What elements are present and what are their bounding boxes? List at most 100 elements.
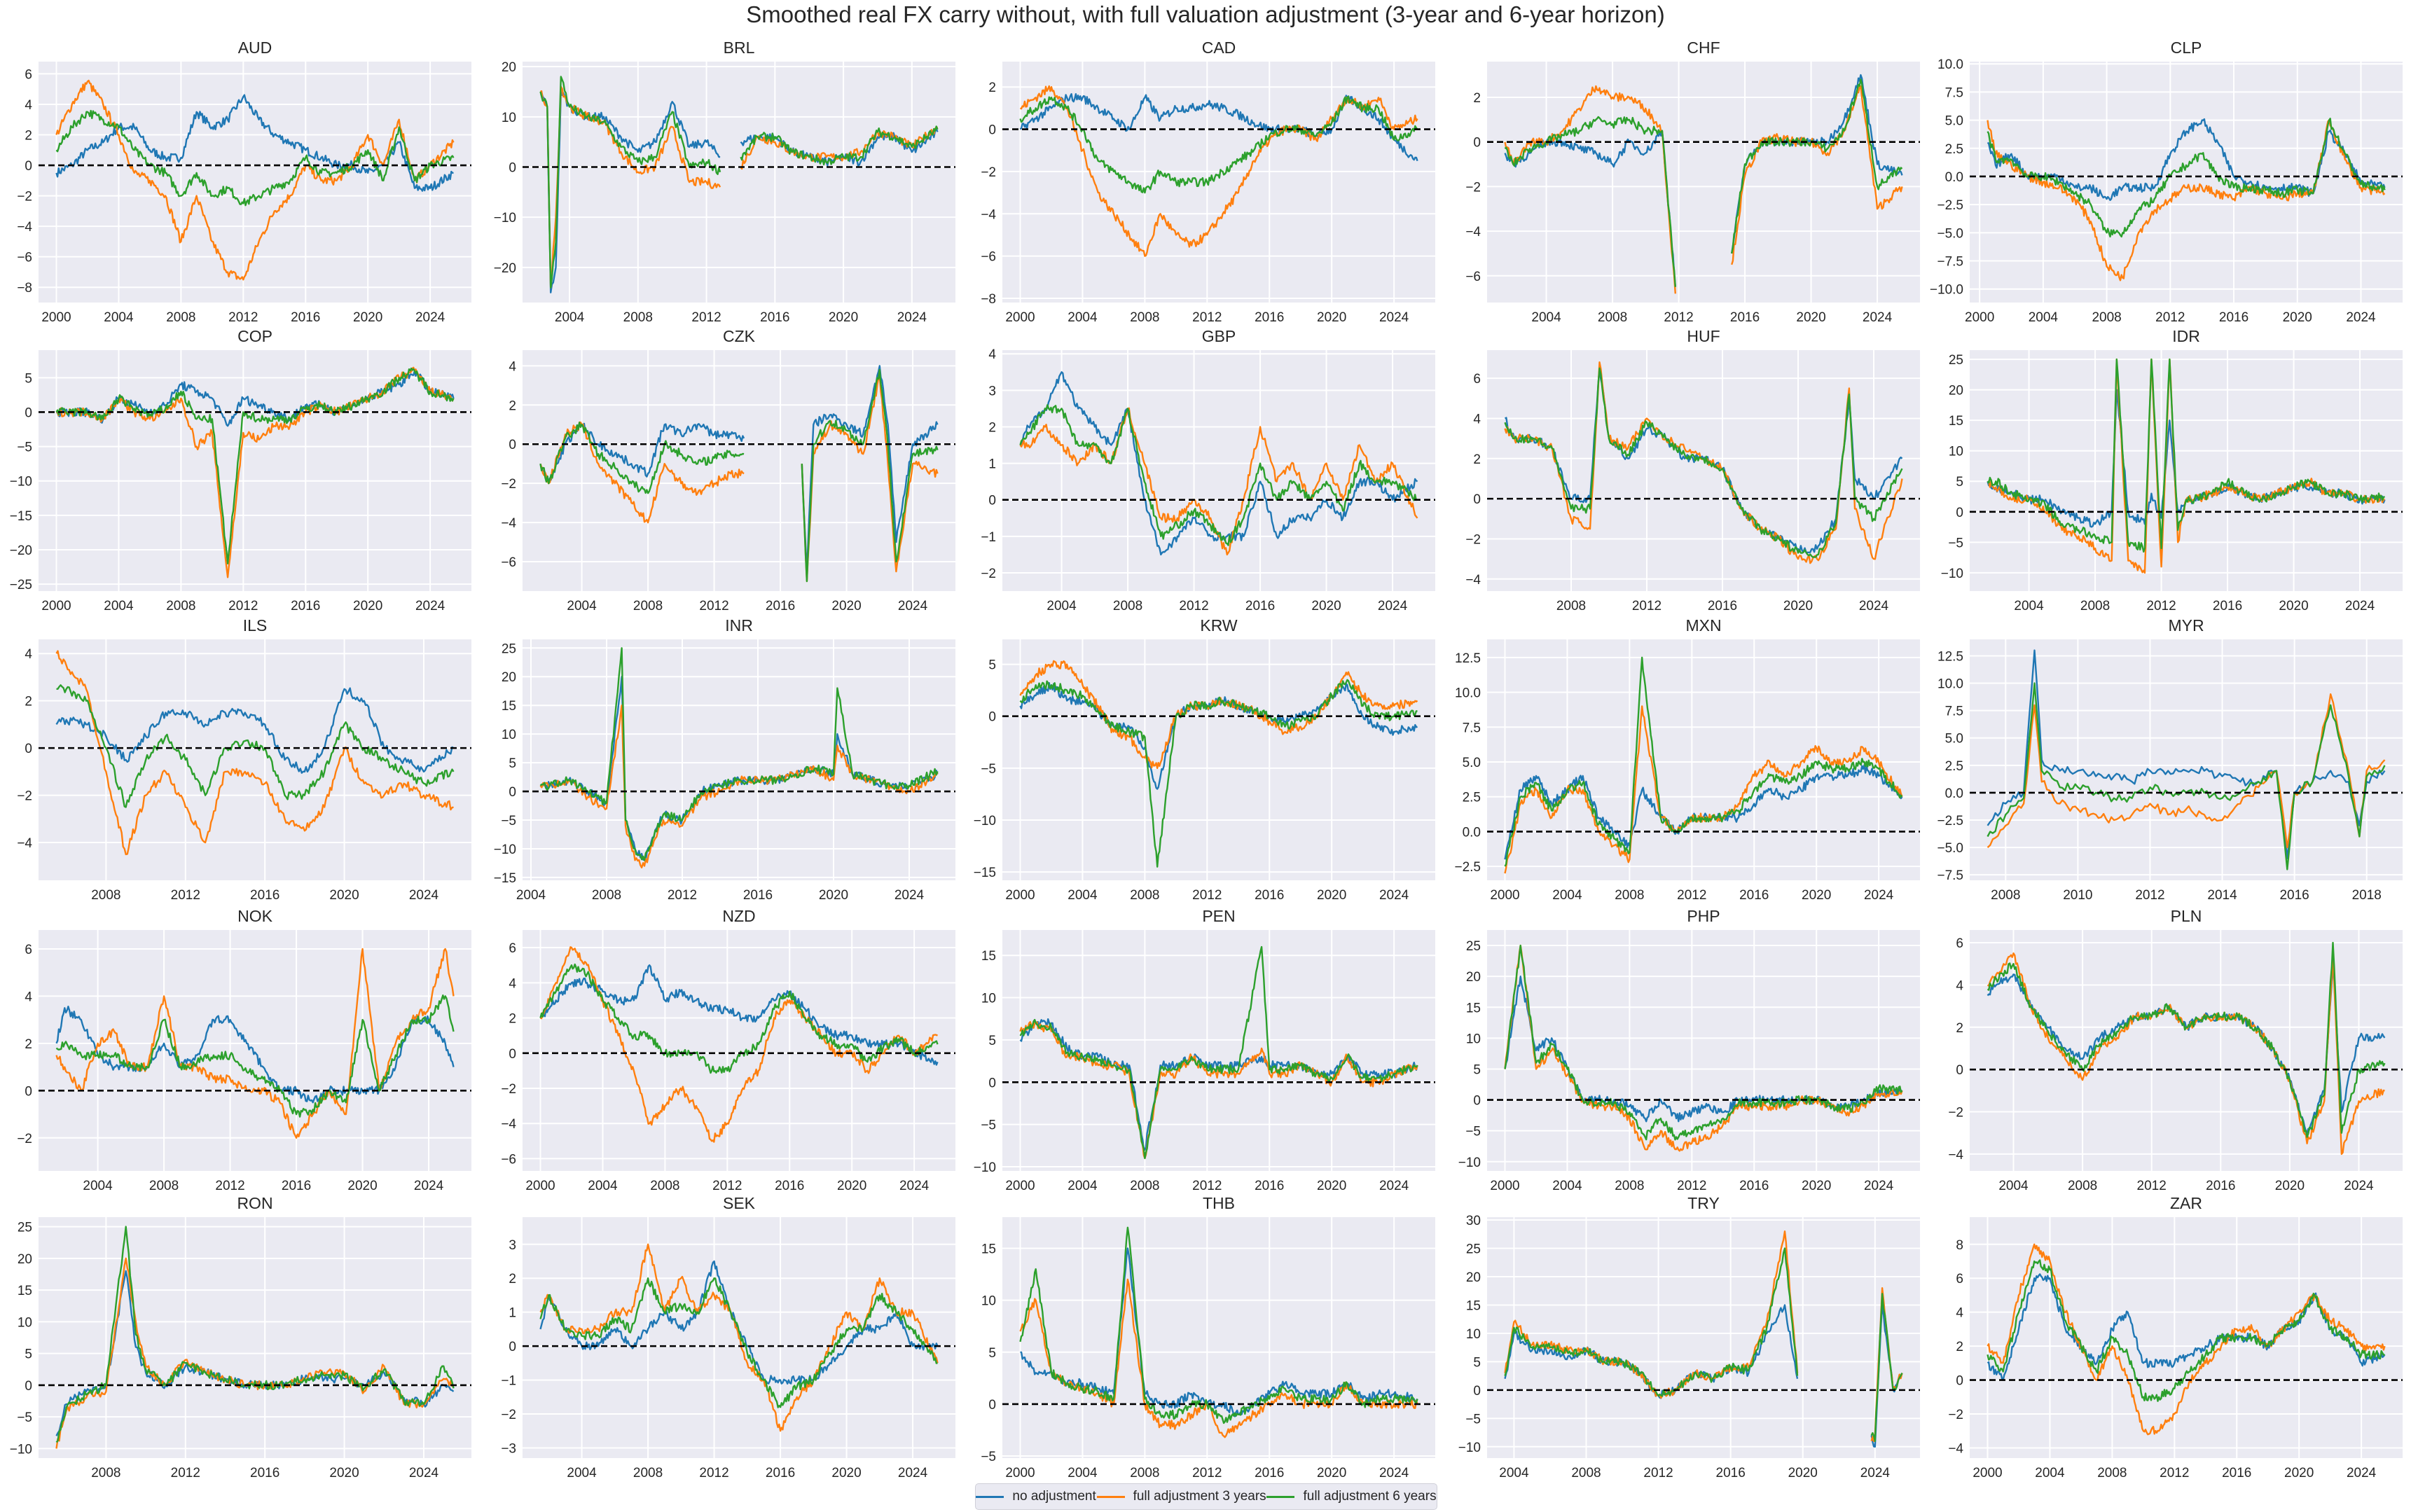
x-tick-label: 2016 <box>291 310 320 325</box>
y-tick-label: 25 <box>502 641 516 656</box>
x-tick-label: 2012 <box>691 310 721 325</box>
x-tick-label: 2012 <box>215 1179 244 1193</box>
panel-title: SEK <box>723 1194 756 1212</box>
x-tick-label: 2024 <box>1379 888 1409 903</box>
x-tick-label: 2016 <box>2279 888 2309 903</box>
x-tick-label: 2008 <box>633 599 663 613</box>
panel-background <box>1002 62 1435 303</box>
x-tick-label: 2004 <box>567 599 597 613</box>
x-tick-label: 2004 <box>1046 599 1077 613</box>
panel-title: NZD <box>722 907 755 925</box>
x-tick-label: 2016 <box>775 1179 804 1193</box>
y-tick-label: 4 <box>25 647 32 662</box>
x-tick-label: 2000 <box>1005 1466 1035 1480</box>
y-tick-label: 5 <box>25 1347 32 1362</box>
x-tick-label: 2008 <box>1571 1466 1601 1480</box>
x-tick-label: 2004 <box>555 310 585 325</box>
y-tick-label: 0 <box>988 494 996 508</box>
y-tick-label: −15 <box>10 509 32 524</box>
x-tick-label: 2000 <box>41 310 71 325</box>
series-line-no-adjustment <box>539 422 745 485</box>
legend: no adjustment full adjustment 3 years fu… <box>975 1483 1437 1510</box>
series-line-full-adjustment-3-years <box>55 1257 455 1449</box>
series-line-full-adjustment-3-years <box>1019 660 1418 770</box>
y-tick-label: 5 <box>1956 475 1963 490</box>
panel-title: CAD <box>1202 39 1236 57</box>
series-line-full-adjustment-6-years <box>1504 944 1903 1141</box>
x-tick-label: 2008 <box>2080 599 2110 613</box>
x-tick-label: 2004 <box>1499 1466 1529 1480</box>
y-tick-label: 5.0 <box>1463 756 1481 770</box>
panel-background <box>1002 930 1435 1171</box>
y-tick-label: −10 <box>1941 567 1963 581</box>
legend-label: full adjustment 3 years <box>1133 1489 1266 1504</box>
legend-label: no adjustment <box>1012 1489 1096 1504</box>
x-tick-label: 2018 <box>2352 888 2382 903</box>
y-tick-label: 20 <box>1466 970 1481 985</box>
y-tick-label: 2 <box>988 81 996 95</box>
y-tick-label: −10 <box>494 842 516 857</box>
series-line-full-adjustment-6-years <box>1019 404 1418 546</box>
y-tick-label: 25 <box>1466 939 1481 954</box>
x-tick-label: 2010 <box>2063 888 2092 903</box>
x-tick-label: 2024 <box>1859 599 1889 613</box>
legend-swatch <box>976 1495 1004 1498</box>
panel-background <box>1487 350 1920 591</box>
x-tick-label: 2004 <box>516 888 546 903</box>
y-tick-label: 0 <box>988 1398 996 1413</box>
y-tick-label: 5 <box>988 1034 996 1048</box>
y-tick-label: 2.5 <box>1463 791 1481 805</box>
y-tick-label: 6 <box>25 943 32 957</box>
x-tick-label: 2000 <box>1005 310 1035 325</box>
y-tick-label: 10 <box>1949 445 1963 459</box>
y-tick-label: 10.0 <box>1455 686 1481 701</box>
x-tick-label: 2012 <box>2155 310 2185 325</box>
x-tick-label: 2024 <box>415 599 445 613</box>
x-tick-label: 2020 <box>1317 310 1346 325</box>
x-tick-label: 2008 <box>1991 888 2020 903</box>
y-tick-label: 2 <box>509 398 516 413</box>
x-tick-label: 2024 <box>415 310 445 325</box>
y-tick-label: 7.5 <box>1463 721 1481 735</box>
y-tick-label: −2 <box>501 1082 516 1097</box>
x-tick-label: 2024 <box>1864 1179 1894 1193</box>
x-tick-label: 2020 <box>831 1466 861 1480</box>
y-tick-label: −6 <box>981 250 996 265</box>
x-tick-label: 2020 <box>1802 888 1831 903</box>
legend-swatch <box>1096 1495 1125 1498</box>
x-tick-label: 2020 <box>1796 310 1825 325</box>
series-line-full-adjustment-3-years <box>1987 1243 2386 1436</box>
y-tick-label: −5 <box>17 1410 32 1425</box>
x-tick-label: 2008 <box>2092 310 2121 325</box>
panel-background <box>1970 930 2403 1171</box>
y-tick-label: 0 <box>988 1076 996 1090</box>
panel-title: KRW <box>1200 616 1238 634</box>
y-tick-label: 12.5 <box>1455 651 1481 666</box>
y-tick-label: 2 <box>25 129 32 144</box>
x-tick-label: 2020 <box>1802 1179 1831 1193</box>
y-tick-label: −8 <box>17 281 32 296</box>
panel-background <box>1487 1217 1920 1458</box>
x-tick-label: 2016 <box>1255 310 1284 325</box>
x-tick-label: 2016 <box>1708 599 1737 613</box>
y-tick-label: −15 <box>974 866 996 880</box>
y-tick-label: −5 <box>981 762 996 777</box>
y-tick-label: 0.0 <box>1463 825 1481 840</box>
x-tick-label: 2004 <box>1552 888 1582 903</box>
x-tick-label: 2012 <box>2137 1179 2167 1193</box>
y-tick-label: −20 <box>10 543 32 558</box>
x-tick-label: 2012 <box>699 599 728 613</box>
series-line-full-adjustment-3-years <box>55 79 455 281</box>
panel-title: CLP <box>2171 39 2202 57</box>
x-tick-label: 2000 <box>1490 888 1519 903</box>
x-tick-label: 2008 <box>650 1179 679 1193</box>
y-tick-label: 0 <box>509 1047 516 1062</box>
x-tick-label: 2008 <box>623 310 653 325</box>
panel-background <box>39 639 471 880</box>
x-tick-label: 2004 <box>1068 1466 1098 1480</box>
y-tick-label: 4 <box>1956 1306 1963 1321</box>
panel-title: CZK <box>723 327 756 345</box>
y-tick-label: −2 <box>1465 180 1481 195</box>
panel-background <box>39 1217 471 1458</box>
